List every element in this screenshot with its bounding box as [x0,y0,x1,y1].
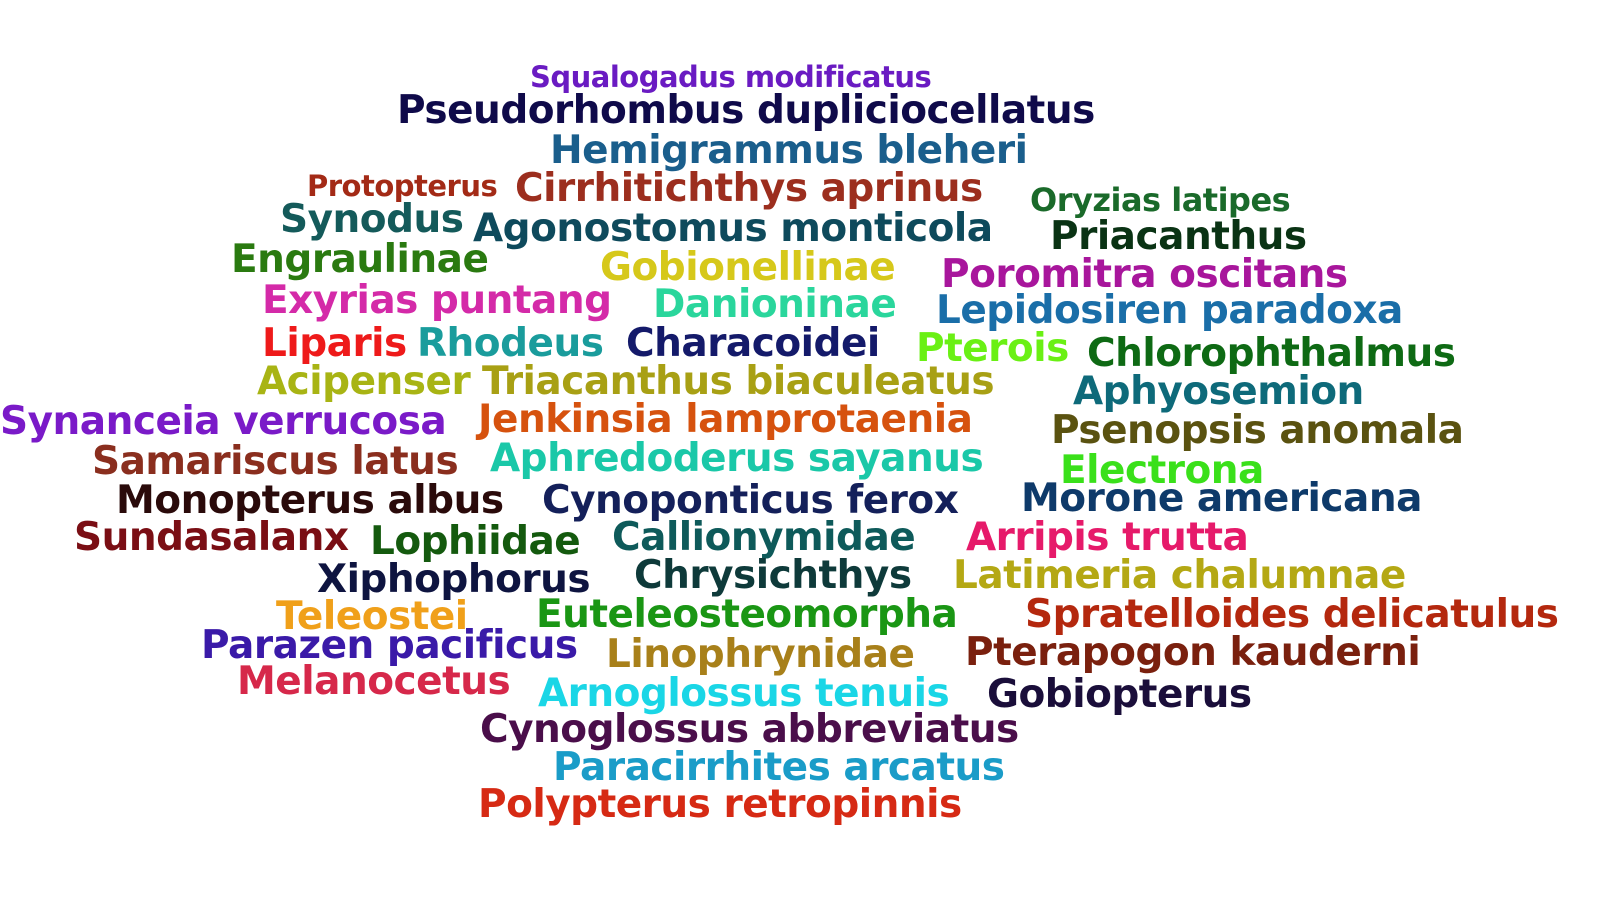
word: Aphredoderus sayanus [490,436,984,481]
word: Priacanthus [1050,214,1307,259]
word: Melanocetus [237,659,511,704]
word: Cirrhitichthys aprinus [515,166,983,211]
word: Spratelloides delicatulus [1025,592,1559,637]
word: Monopterus albus [116,478,504,523]
word: Arripis trutta [966,515,1249,560]
word: Gobionellinae [600,245,896,290]
word: Samariscus latus [92,439,459,484]
word: Psenopsis anomala [1051,408,1464,453]
word: Danioninae [653,282,897,327]
word: Engraulinae [231,237,489,282]
word: Pterapogon kauderni [965,630,1421,675]
word: Pterois [916,326,1069,371]
word: Cynoglossus abbreviatus [480,707,1019,752]
word: Chrysichthys [634,553,912,598]
word: Lophiidae [370,519,581,564]
word: Hemigrammus bleheri [550,128,1028,173]
word: Triacanthus biaculeatus [482,359,995,404]
word: Protopterus [307,169,498,203]
word: Latimeria chalumnae [953,553,1406,598]
word: Gobiopterus [987,672,1252,717]
word: Acipenser [257,359,471,404]
word: Sundasalanx [74,515,349,560]
word: Chlorophthalmus [1087,331,1456,376]
word: Synanceia verrucosa [0,399,447,444]
word: Poromitra oscitans [941,252,1348,297]
word: Exyrias puntang [262,278,612,323]
word: Arnoglossus tenuis [538,671,950,716]
word: Aphyosemion [1073,369,1364,414]
word: Polypterus retropinnis [478,782,962,827]
word: Rhodeus [417,321,604,366]
word: Euteleosteomorpha [536,592,958,637]
word: Paracirrhites arcatus [553,745,1005,790]
word: Oryzias latipes [1030,181,1291,219]
word: Lepidosiren paradoxa [936,288,1403,333]
word: Synodus [280,197,464,242]
word: Jenkinsia lamprotaenia [478,397,973,442]
word: Electrona [1060,448,1264,493]
word: Morone americana [1021,476,1422,521]
word: Cynoponticus ferox [542,478,959,523]
word: Parazen pacificus [201,623,578,668]
word: Pseudorhombus dupliciocellatus [397,88,1095,133]
word: Teleostei [276,594,468,639]
word: Xiphophorus [317,557,591,602]
word: Callionymidae [612,515,916,560]
word: Liparis [262,321,407,366]
word: Characoidei [626,321,880,366]
word: Agonostomus monticola [473,206,993,251]
word: Squalogadus modificatus [530,60,932,94]
word: Linophrynidae [606,632,915,677]
